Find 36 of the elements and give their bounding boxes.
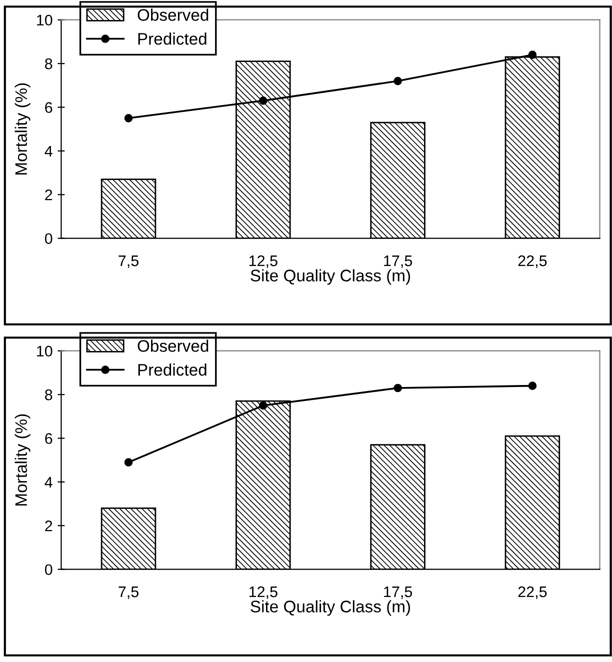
y-tick-label: 8	[45, 58, 52, 70]
legend-label: Observed	[138, 8, 208, 21]
x-tick-label: 17,5	[384, 586, 412, 600]
y-tick-label: 6	[45, 433, 52, 444]
point	[258, 96, 268, 105]
y-tick-label: 4	[44, 476, 52, 488]
point	[124, 114, 133, 122]
x-tick-label: 7,5	[118, 586, 138, 600]
point	[394, 384, 402, 392]
legend-label: Predicted	[138, 364, 206, 376]
x-tick-label: 22,5	[518, 586, 547, 600]
x-tick-label: 22,5	[518, 255, 547, 268]
y-tick-label: 8	[45, 389, 52, 400]
point	[394, 76, 402, 86]
y-axis-title: Mortality (%)	[14, 414, 30, 506]
point	[124, 458, 133, 466]
x-tick-label: 17,5	[384, 256, 412, 268]
y-tick-label: 2	[45, 520, 52, 532]
point	[528, 50, 537, 59]
point	[258, 401, 268, 410]
x-axis-title: Site Quality Class (m)	[250, 269, 410, 285]
legend-label: Observed	[138, 340, 208, 352]
y-tick-label: 10	[37, 14, 52, 26]
y-tick-label: 6	[45, 102, 52, 113]
x-axis-title: Site Quality Class (m)	[250, 600, 410, 616]
y-tick-label: 0	[44, 564, 52, 576]
y-tick-label: 4	[44, 146, 52, 156]
y-tick-label: 2	[45, 189, 52, 200]
y-axis-title: Mortality (%)	[14, 83, 30, 174]
x-tick-label: 7,5	[118, 256, 138, 268]
x-tick-label: 12,5	[249, 255, 278, 268]
y-tick-label: 10	[37, 346, 52, 357]
point	[528, 382, 537, 390]
legend-label: Predicted	[138, 32, 206, 45]
y-tick-label: 0	[44, 233, 52, 244]
x-tick-label: 12,5	[249, 586, 278, 600]
